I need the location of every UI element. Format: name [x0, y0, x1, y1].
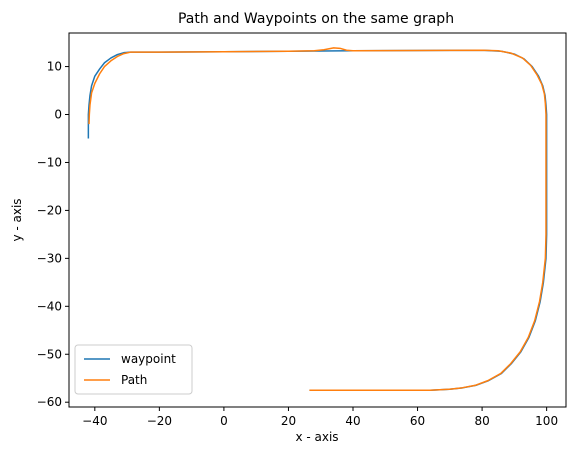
x-tick-label: −20 [147, 414, 172, 428]
y-axis-label: y - axis [10, 198, 24, 241]
chart-title: Path and Waypoints on the same graph [178, 11, 454, 27]
y-tick-label: 0 [54, 108, 62, 122]
y-tick-label: −50 [37, 347, 62, 361]
y-tick-label: −60 [37, 395, 62, 409]
x-tick-label: 20 [281, 414, 296, 428]
y-tick-label: −30 [37, 251, 62, 265]
y-tick-label: 10 [47, 60, 62, 74]
y-tick-label: −40 [37, 299, 62, 313]
y-tick-label: −10 [37, 155, 62, 169]
x-tick-label: 40 [345, 414, 360, 428]
legend: waypoint Path [74, 344, 193, 395]
x-tick-label: 80 [474, 414, 489, 428]
legend-label: Path [121, 373, 147, 387]
y-tick-label: −20 [37, 203, 62, 217]
series-line-path [88, 47, 547, 391]
x-tick-label: 100 [535, 414, 558, 428]
series-layer [87, 47, 548, 391]
legend-label: waypoint [121, 352, 176, 366]
series-line-waypoint [87, 49, 548, 391]
x-tick-label: 0 [220, 414, 228, 428]
x-tick-label: −40 [82, 414, 107, 428]
legend-box [74, 344, 193, 395]
x-tick-label: 60 [410, 414, 425, 428]
x-axis-label: x - axis [295, 430, 338, 444]
plot-frame [68, 32, 567, 408]
